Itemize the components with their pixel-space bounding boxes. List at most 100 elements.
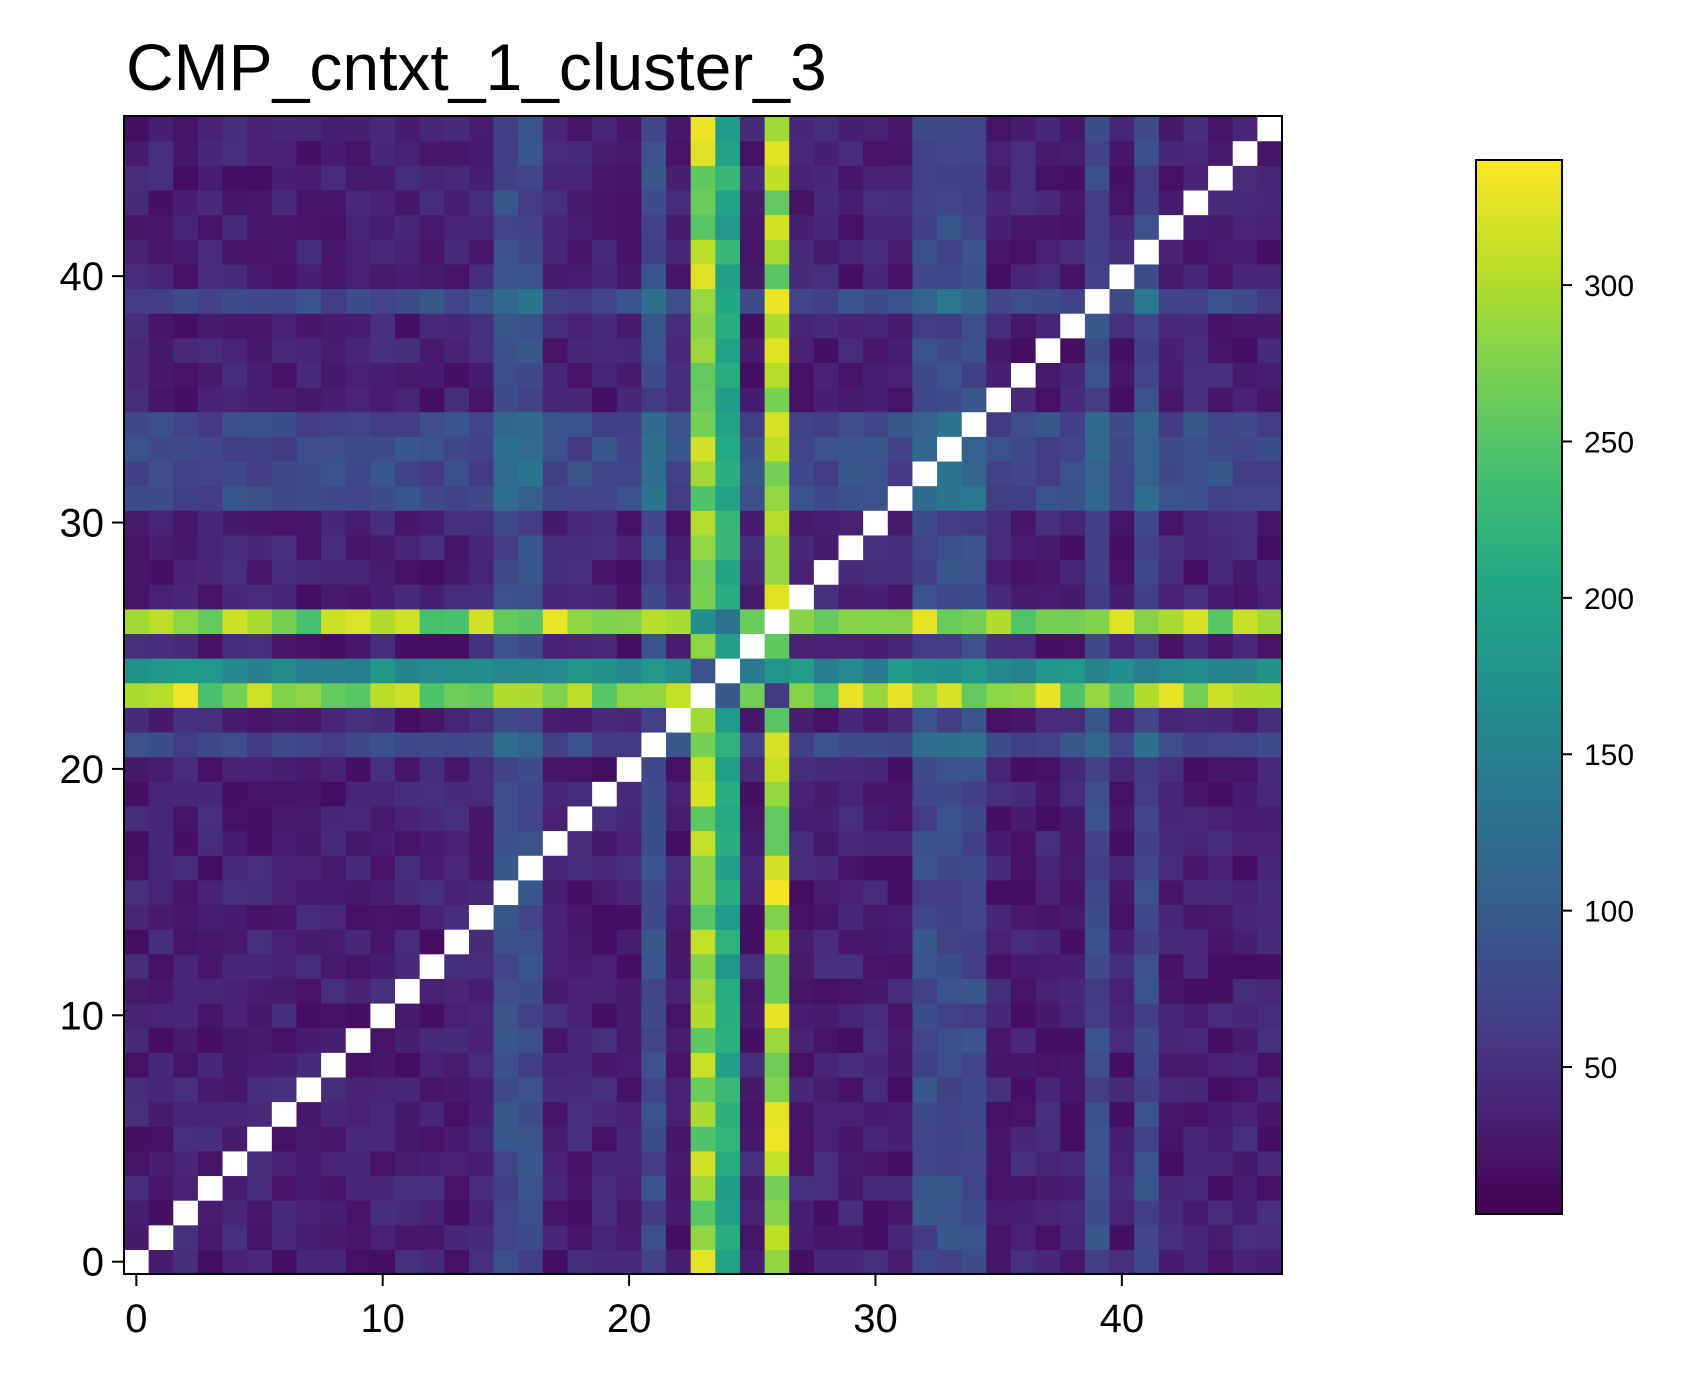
heatmap-cell [468, 559, 495, 585]
heatmap-cell [148, 510, 174, 536]
heatmap-cell [542, 189, 569, 216]
heatmap-cell [542, 904, 569, 930]
heatmap-cell [690, 1027, 716, 1053]
heatmap-cell [739, 116, 766, 142]
heatmap-cell [1134, 1150, 1160, 1177]
heatmap-cell [468, 879, 495, 906]
heatmap-cell [197, 608, 224, 635]
heatmap-cell [1010, 313, 1037, 339]
heatmap-cell [542, 559, 569, 585]
heatmap-cell [419, 830, 445, 856]
heatmap-cell [715, 460, 741, 487]
heatmap-cell [1109, 929, 1135, 955]
heatmap-cell [419, 313, 445, 339]
heatmap-cell [937, 239, 963, 265]
heatmap-cell [197, 953, 224, 979]
heatmap-cell [1109, 1126, 1135, 1152]
heatmap-cell [887, 436, 914, 462]
heatmap-cell [838, 337, 864, 363]
heatmap-cell [764, 140, 790, 166]
heatmap-cell [1084, 1101, 1111, 1127]
heatmap-cell [1208, 1101, 1234, 1127]
heatmap-cell [567, 707, 593, 733]
heatmap-cell [173, 1224, 199, 1250]
heatmap-cell [690, 953, 716, 979]
heatmap-cell [247, 214, 273, 240]
heatmap-cell [148, 781, 174, 807]
heatmap-cell [542, 584, 569, 610]
heatmap-cell [567, 387, 593, 413]
heatmap-cell [1183, 608, 1209, 635]
heatmap-cell [197, 1027, 224, 1053]
heatmap-cell [690, 608, 716, 635]
heatmap-cell [345, 387, 371, 413]
heatmap-cell [518, 978, 544, 1004]
heatmap-cell-missing [887, 485, 914, 511]
heatmap-cell-missing [1257, 116, 1283, 142]
heatmap-cell [1134, 1126, 1160, 1152]
heatmap-cell [197, 1200, 224, 1226]
heatmap-cell [1208, 584, 1234, 610]
heatmap-cell [813, 1175, 840, 1201]
heatmap-cell [1084, 978, 1111, 1004]
heatmap-cell [1060, 781, 1086, 807]
heatmap-cell [1010, 1150, 1037, 1177]
heatmap-cell [321, 855, 347, 881]
heatmap-cell [296, 1175, 322, 1201]
heatmap-cell [1035, 953, 1061, 979]
heatmap-cell [641, 1224, 667, 1250]
heatmap-cell [173, 387, 199, 413]
heatmap-cell [493, 165, 519, 191]
heatmap-cell [739, 510, 766, 536]
heatmap-cell [1158, 1076, 1185, 1103]
heatmap-cell [124, 239, 150, 265]
heatmap-cell [912, 830, 938, 856]
heatmap-cell [271, 731, 298, 758]
heatmap-cell [468, 731, 495, 758]
heatmap-cell [986, 362, 1012, 388]
heatmap-cell [961, 1150, 987, 1177]
heatmap-cell [468, 140, 495, 166]
heatmap-cell [641, 165, 667, 191]
heatmap-cell [247, 682, 273, 708]
heatmap-cell [641, 337, 667, 363]
heatmap-cell [592, 1027, 618, 1053]
heatmap-cell [1134, 387, 1160, 413]
heatmap-cell [370, 313, 396, 339]
heatmap-cell [518, 460, 544, 487]
heatmap-cell [1158, 879, 1185, 906]
heatmap-cell [321, 1126, 347, 1152]
heatmap-cell [789, 707, 815, 733]
heatmap-cell [789, 1052, 815, 1078]
heatmap-cell [1035, 559, 1061, 585]
heatmap-cell [1183, 707, 1209, 733]
heatmap-cell [912, 534, 938, 561]
heatmap-cell [567, 1002, 593, 1029]
heatmap-cell [789, 953, 815, 979]
heatmap-cell [1010, 534, 1037, 561]
heatmap-cell [986, 411, 1012, 437]
heatmap-cell [813, 855, 840, 881]
heatmap-cell [444, 1249, 470, 1275]
heatmap-cell [124, 313, 150, 339]
heatmap-cell [1060, 978, 1086, 1004]
heatmap-cell [148, 978, 174, 1004]
heatmap-cell [493, 805, 519, 832]
heatmap-cell [1010, 953, 1037, 979]
heatmap-cell [222, 608, 248, 635]
heatmap-cell [1060, 855, 1086, 881]
heatmap-cell [321, 584, 347, 610]
heatmap-cell [1060, 904, 1086, 930]
heatmap-cell [937, 534, 963, 561]
heatmap-cell [592, 1052, 618, 1078]
heatmap-cell [666, 263, 692, 290]
heatmap-cell [468, 1002, 495, 1029]
heatmap-cell [1010, 239, 1037, 265]
heatmap-cell [1134, 1002, 1160, 1029]
heatmap-cell [542, 288, 569, 314]
heatmap-cell [542, 633, 569, 659]
heatmap-cell [715, 362, 741, 388]
heatmap-cell [124, 485, 150, 511]
heatmap-cell [124, 756, 150, 782]
